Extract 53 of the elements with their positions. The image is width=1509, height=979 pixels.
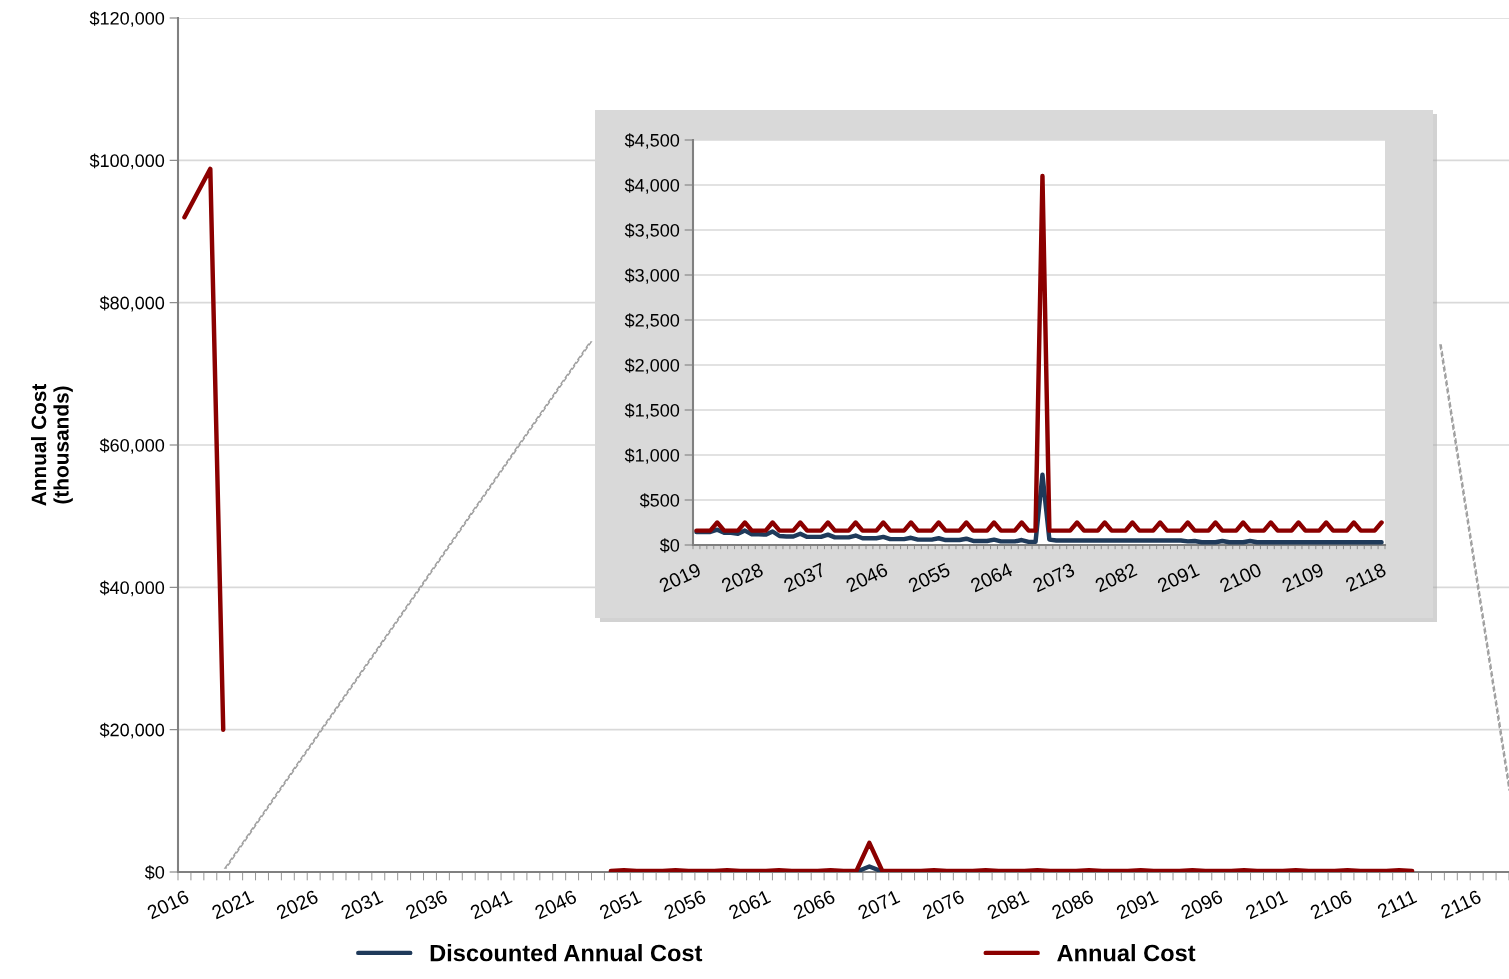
x-tick-label: 2082	[1094, 562, 1138, 593]
y-tick-label: $1,500	[624, 403, 680, 419]
x-tick-label: 2096	[1180, 889, 1224, 920]
y-tick-label: $1,000	[624, 448, 680, 464]
y-tick-label: $100,000	[89, 153, 165, 170]
x-tick-label: 2086	[1050, 889, 1095, 920]
x-tick-label: 2081	[986, 889, 1030, 920]
x-tick-label: 2028	[720, 562, 765, 593]
x-tick-label: 2071	[857, 889, 901, 920]
y-tick-label: $60,000	[99, 438, 165, 454]
x-tick-label: 2031	[340, 889, 384, 920]
y-axis-title: Annual Cost (thousands)	[30, 383, 73, 506]
y-tick-label: $2,500	[624, 313, 680, 329]
x-tick-label: 2061	[727, 889, 772, 920]
x-tick-label: 2021	[210, 889, 255, 920]
x-tick-label: 2056	[663, 889, 707, 920]
x-tick-label: 2046	[845, 562, 889, 593]
y-tick-label: $40,000	[99, 580, 165, 597]
x-tick-label: 2055	[907, 562, 951, 593]
x-tick-label: 2101	[1244, 889, 1289, 920]
y-tick-label: $4,500	[624, 133, 680, 149]
x-tick-label: 2111	[1376, 889, 1418, 919]
x-tick-label: 2100	[1218, 562, 1263, 593]
x-tick-label: 2091	[1156, 562, 1200, 593]
legend-label: Annual Cost	[1057, 944, 1196, 962]
y-tick-label: $4,000	[624, 178, 680, 194]
x-tick-label: 2041	[469, 889, 513, 920]
y-tick-label: $500	[639, 493, 680, 508]
x-tick-label: 2091	[1115, 889, 1159, 920]
y-tick-label: $20,000	[99, 722, 165, 739]
y-tick-label: $80,000	[99, 295, 165, 312]
y-tick-label: $3,000	[624, 268, 680, 284]
legend-label: Discounted Annual Cost	[430, 944, 703, 962]
y-tick-label: $120,000	[89, 11, 165, 27]
x-tick-label: 2118	[1344, 562, 1387, 592]
x-tick-label: 2016	[146, 889, 190, 920]
x-tick-label: 2036	[404, 889, 449, 920]
x-tick-label: 2051	[598, 889, 642, 920]
x-tick-label: 2066	[792, 889, 836, 920]
x-tick-label: 2064	[969, 562, 1014, 593]
x-tick-label: 2073	[1032, 562, 1076, 593]
x-tick-label: 2106	[1309, 889, 1353, 920]
x-tick-label: 2076	[921, 889, 966, 920]
x-tick-label: 2037	[782, 562, 827, 593]
x-tick-label: 2116	[1439, 889, 1482, 919]
x-tick-label: 2026	[275, 889, 319, 920]
x-tick-label: 2019	[658, 562, 702, 593]
y-tick-label: $0	[659, 538, 680, 553]
y-tick-label: $2,000	[624, 358, 680, 374]
y-tick-label: $0	[144, 865, 165, 880]
x-tick-label: 2109	[1281, 562, 1325, 593]
y-tick-label: $3,500	[624, 223, 680, 239]
x-tick-label: 2046	[534, 889, 578, 920]
